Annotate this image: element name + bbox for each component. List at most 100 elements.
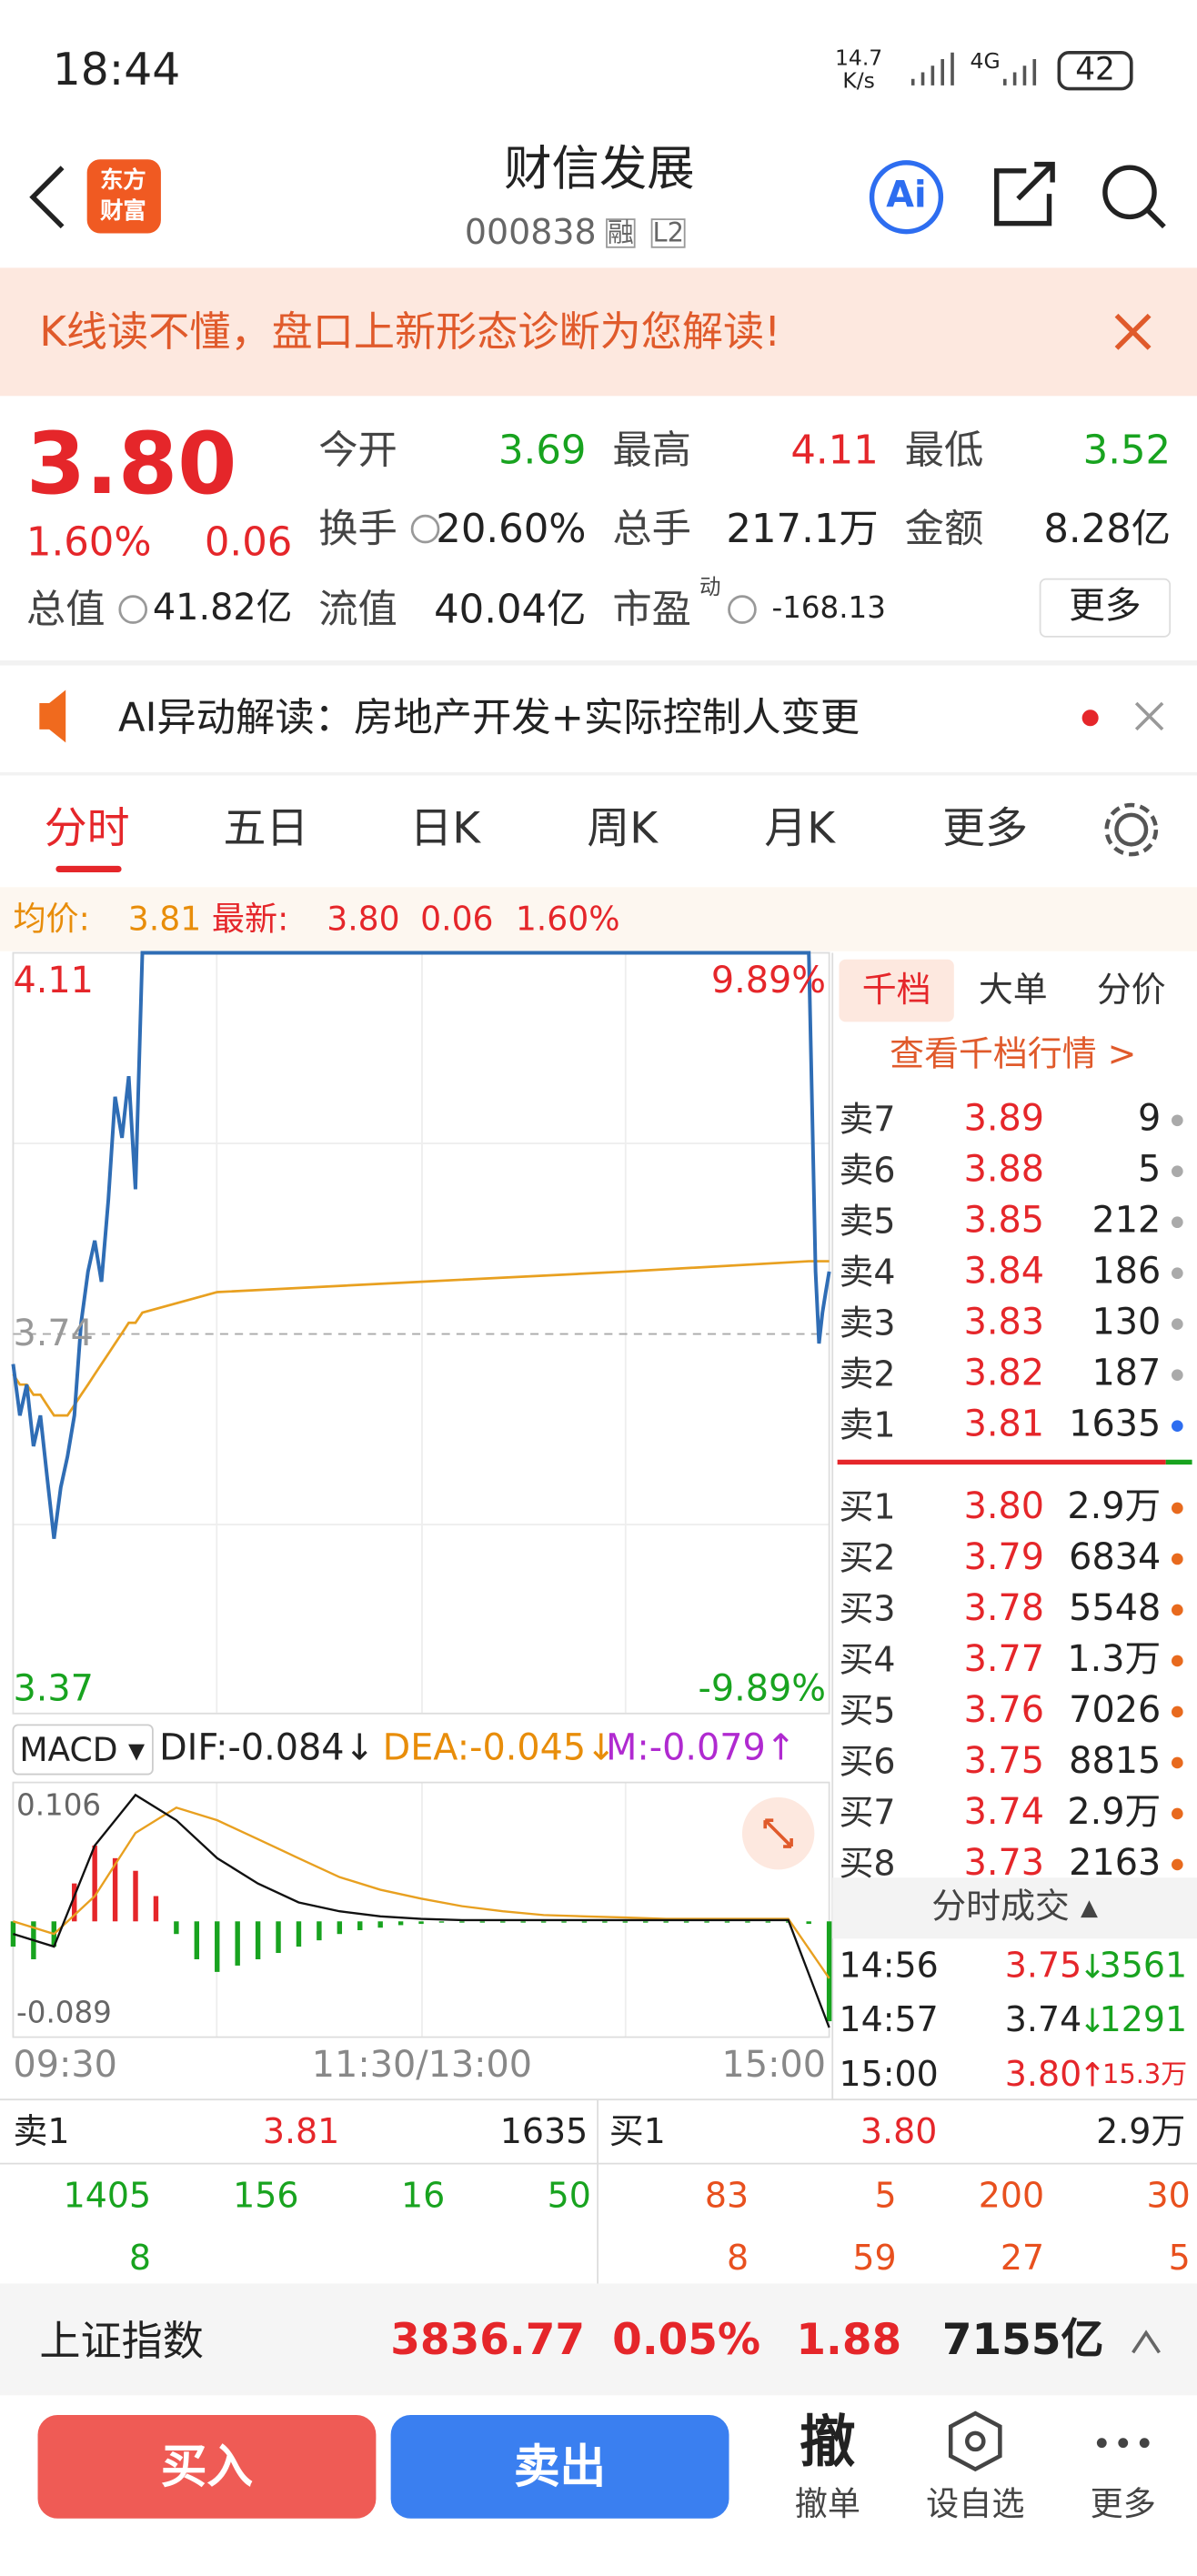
book-dot <box>1172 1216 1183 1229</box>
ticks-title[interactable]: 分时成交 ▴ <box>931 1887 1098 1927</box>
close-banner[interactable] <box>1114 313 1152 350</box>
queue-price: 3.81 <box>262 2111 340 2152</box>
macd-bar <box>438 1921 445 1923</box>
alert-text[interactable]: AI异动解读：房地产开发+实际控制人变更 <box>117 694 860 741</box>
info-text: 1.60% <box>515 898 620 939</box>
indicator-selector[interactable]: MACD ▾ <box>19 1729 146 1770</box>
network: 4G <box>970 50 1001 75</box>
tab[interactable]: 月K <box>764 804 836 855</box>
watch-icon[interactable] <box>965 2430 986 2452</box>
queue-qty: 1635 <box>499 2111 588 2152</box>
macd-bar <box>92 1845 97 1922</box>
info-text: 3.81 <box>127 898 202 939</box>
queue-qty: 2.9万 <box>1096 2111 1186 2152</box>
axis-label: 3.74 <box>13 1313 94 1356</box>
stat-value: 41.82亿 <box>152 588 293 629</box>
tab[interactable]: 五日 <box>223 804 309 855</box>
book-label: 买5 <box>839 1691 896 1731</box>
trade-qty: 3561 <box>1099 1946 1188 1986</box>
book-price: 3.83 <box>963 1303 1045 1344</box>
macd-bar <box>724 1921 730 1923</box>
badge: 融 <box>606 216 636 248</box>
cancel-button[interactable]: 撤单 <box>794 2483 860 2524</box>
tab[interactable]: 周K <box>587 804 659 855</box>
sell-button[interactable] <box>390 2414 729 2519</box>
banner[interactable] <box>0 267 1197 397</box>
macd-dif: DIF:-0.084↓ <box>159 1728 375 1770</box>
cancel-icon[interactable]: 撤 <box>800 2410 856 2476</box>
time-label: 15:00 <box>721 2045 827 2087</box>
more-button[interactable] <box>1039 578 1172 638</box>
share-icon[interactable] <box>994 161 1055 226</box>
macd-bar <box>643 1921 649 1923</box>
expand-icon[interactable] <box>1132 2329 1161 2354</box>
battery: 42 <box>1075 51 1115 88</box>
tab-active-bg[interactable] <box>839 959 954 1022</box>
book-qty: 2163 <box>1069 1843 1162 1885</box>
macd-bar <box>72 1883 77 1922</box>
more-dots[interactable] <box>1096 2438 1150 2449</box>
queue-order: 59 <box>852 2238 897 2279</box>
book-qty: 7026 <box>1069 1690 1162 1732</box>
book-qty: 2.9万 <box>1067 1486 1162 1528</box>
index-bar[interactable] <box>0 2283 1197 2396</box>
macd-bar <box>745 1921 750 1923</box>
macd-bar <box>194 1921 200 1959</box>
settings-icon[interactable] <box>1114 812 1149 847</box>
book-label: 卖4 <box>839 1253 896 1293</box>
macd-bar <box>704 1921 709 1923</box>
search-icon[interactable] <box>1102 165 1157 220</box>
tab[interactable]: 分时 <box>44 804 130 855</box>
more-button[interactable]: 更多 <box>1090 2483 1156 2524</box>
macd-selector[interactable] <box>12 1724 154 1776</box>
book-tab[interactable]: 分价 <box>1096 970 1166 1010</box>
book-label: 买4 <box>839 1640 896 1680</box>
logo-text[interactable]: 财富 <box>100 198 146 226</box>
tab[interactable]: 日K <box>409 804 481 855</box>
book-qty: 130 <box>1091 1303 1162 1344</box>
axis-label: 9.89% <box>710 961 827 1002</box>
book-qty: 212 <box>1091 1201 1162 1243</box>
sell-button[interactable]: 卖出 <box>514 2440 607 2494</box>
settings-icon[interactable] <box>1104 802 1159 857</box>
tab[interactable]: 更多 <box>942 804 1029 855</box>
book-label: 买2 <box>839 1538 896 1578</box>
back-icon[interactable] <box>29 166 65 229</box>
expand-icon[interactable] <box>763 1818 793 1848</box>
book-dot <box>1172 1553 1183 1565</box>
axis-label: -0.089 <box>16 1996 112 2031</box>
battery-icon <box>1057 50 1133 91</box>
book-dot <box>1172 1165 1183 1178</box>
search-icon[interactable] <box>1145 208 1166 229</box>
watch-button[interactable]: 设自选 <box>926 2483 1025 2524</box>
book-tab[interactable]: 大单 <box>978 970 1048 1010</box>
queue-order: 30 <box>1146 2176 1191 2216</box>
stat-label: 流值 <box>318 586 397 633</box>
logo-text[interactable]: 东方 <box>100 167 146 195</box>
logo[interactable] <box>86 159 161 234</box>
close-alert[interactable] <box>1134 701 1164 731</box>
book-link[interactable]: 查看千档行情 > <box>890 1033 1137 1074</box>
ai-icon[interactable] <box>869 160 944 235</box>
buy-button[interactable] <box>37 2414 377 2519</box>
book-tab[interactable]: 千档 <box>861 970 931 1010</box>
stat-label: 今开 <box>318 427 397 474</box>
book-dot <box>1172 1114 1183 1127</box>
book-price: 3.81 <box>963 1404 1045 1446</box>
book-label: 卖2 <box>839 1354 896 1394</box>
more-button[interactable]: 更多 <box>1069 586 1142 628</box>
book-price: 3.84 <box>963 1252 1045 1293</box>
axis-label: 4.11 <box>13 961 94 1002</box>
stat-label: 最高 <box>612 427 691 474</box>
macd-bar <box>479 1921 486 1923</box>
buy-button[interactable]: 买入 <box>160 2440 254 2494</box>
alert-dot <box>1081 709 1099 727</box>
stat-value: 8.28亿 <box>1043 506 1172 552</box>
ai-button[interactable]: Ai <box>886 176 927 217</box>
book-dot <box>1172 1706 1183 1718</box>
index-name[interactable]: 上证指数 <box>39 2317 204 2365</box>
banner-text[interactable]: K线读不懂，盘口上新形态诊断为您解读! <box>39 307 781 357</box>
watch-icon[interactable] <box>948 2410 1002 2472</box>
